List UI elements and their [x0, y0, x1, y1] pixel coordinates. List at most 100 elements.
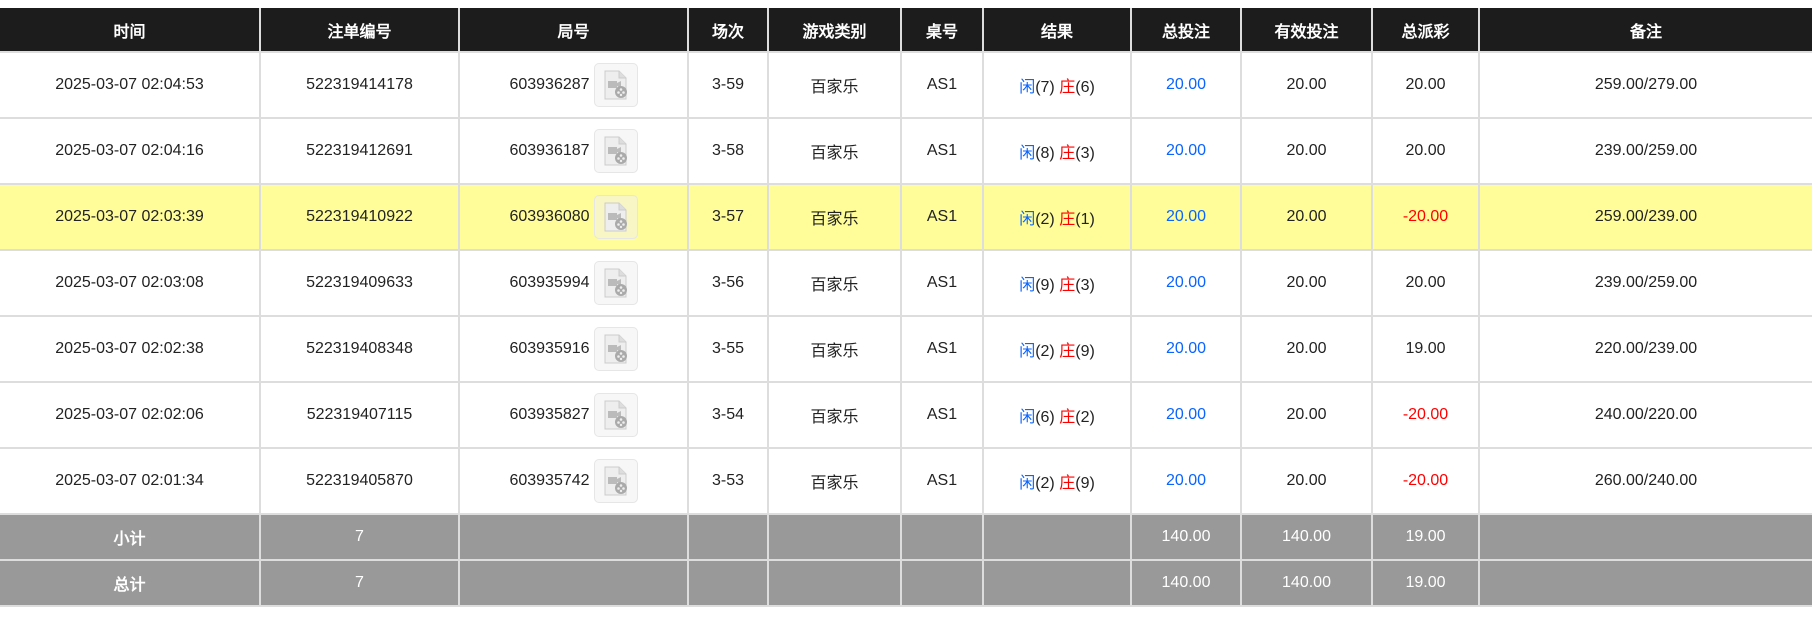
cell-bet-id: 522319407115: [259, 381, 460, 449]
cell-bet-id: 522319414178: [259, 51, 460, 119]
header-table-no[interactable]: 桌号: [900, 8, 984, 53]
round-number: 603935827: [509, 406, 590, 424]
cell-bet-id: 522319409633: [259, 249, 460, 317]
header-round[interactable]: 局号: [458, 8, 689, 53]
cell-shoe: 3-58: [687, 117, 769, 185]
cell-game-type: 百家乐: [767, 117, 902, 185]
round-number: 603935742: [509, 472, 590, 490]
table-row: 2025-03-07 02:02:38 522319408348 603935916…: [0, 315, 1812, 383]
cell-shoe: 3-57: [687, 183, 769, 251]
banker-score: (9): [1075, 343, 1095, 360]
footer-label: 小计: [0, 513, 261, 561]
cell-round: 603936287: [458, 51, 689, 119]
banker-label: 庄: [1059, 409, 1076, 426]
banker-score: (3): [1075, 277, 1095, 294]
player-score: (6): [1035, 409, 1055, 426]
cell-result: 闲(8) 庄(3): [982, 117, 1132, 185]
footer-note: [1478, 559, 1812, 607]
footer-payout: 19.00: [1371, 559, 1480, 607]
header-payout[interactable]: 总派彩: [1371, 8, 1480, 53]
cell-table-no: AS1: [900, 117, 984, 185]
cell-total-bet: 20.00: [1130, 117, 1242, 185]
bet-history-table: 时间 注单编号 局号 场次 游戏类别 桌号 结果 总投注 有效投注 总派彩 备注 2025-03-0…: [0, 8, 1812, 607]
banker-score: (1): [1075, 211, 1095, 228]
banker-label: 庄: [1059, 211, 1076, 228]
banker-label: 庄: [1059, 277, 1076, 294]
round-number: 603935916: [509, 340, 590, 358]
player-score: (2): [1035, 211, 1055, 228]
cell-note: 239.00/259.00: [1478, 117, 1812, 185]
player-label: 闲: [1019, 343, 1036, 360]
cell-table-no: AS1: [900, 447, 984, 515]
banker-score: (9): [1075, 475, 1095, 492]
cell-time: 2025-03-07 02:04:53: [0, 51, 261, 119]
cell-valid-bet: 20.00: [1240, 51, 1373, 119]
video-file-icon[interactable]: [593, 63, 638, 107]
round-number: 603936187: [509, 142, 590, 160]
cell-valid-bet: 20.00: [1240, 183, 1373, 251]
cell-payout: -20.00: [1371, 183, 1480, 251]
player-score: (2): [1035, 475, 1055, 492]
cell-round: 603935742: [458, 447, 689, 515]
cell-round: 603935916: [458, 315, 689, 383]
player-label: 闲: [1019, 211, 1036, 228]
header-result[interactable]: 结果: [982, 8, 1132, 53]
header-bet-id[interactable]: 注单编号: [259, 8, 460, 53]
cell-table-no: AS1: [900, 381, 984, 449]
cell-note: 239.00/259.00: [1478, 249, 1812, 317]
banker-label: 庄: [1059, 475, 1076, 492]
video-file-icon[interactable]: [593, 261, 638, 305]
player-label: 闲: [1019, 475, 1036, 492]
header-valid-bet[interactable]: 有效投注: [1240, 8, 1373, 53]
player-score: (2): [1035, 343, 1055, 360]
cell-payout: 20.00: [1371, 117, 1480, 185]
cell-round: 603936080: [458, 183, 689, 251]
cell-valid-bet: 20.00: [1240, 315, 1373, 383]
cell-time: 2025-03-07 02:01:34: [0, 447, 261, 515]
cell-game-type: 百家乐: [767, 183, 902, 251]
footer-payout: 19.00: [1371, 513, 1480, 561]
banker-score: (3): [1075, 145, 1095, 162]
video-file-icon[interactable]: [593, 459, 638, 503]
banker-score: (6): [1075, 79, 1095, 96]
cell-time: 2025-03-07 02:02:06: [0, 381, 261, 449]
video-file-icon[interactable]: [593, 195, 638, 239]
header-note[interactable]: 备注: [1478, 8, 1812, 53]
cell-round: 603935827: [458, 381, 689, 449]
header-shoe[interactable]: 场次: [687, 8, 769, 53]
player-label: 闲: [1019, 145, 1036, 162]
footer-total-bet: 140.00: [1130, 513, 1242, 561]
banker-label: 庄: [1059, 343, 1076, 360]
footer-empty: [767, 513, 902, 561]
footer-valid-bet: 140.00: [1240, 559, 1373, 607]
cell-table-no: AS1: [900, 183, 984, 251]
cell-valid-bet: 20.00: [1240, 249, 1373, 317]
cell-table-no: AS1: [900, 51, 984, 119]
cell-game-type: 百家乐: [767, 381, 902, 449]
footer-empty: [458, 559, 689, 607]
banker-score: (2): [1075, 409, 1095, 426]
cell-total-bet: 20.00: [1130, 447, 1242, 515]
cell-payout: 20.00: [1371, 51, 1480, 119]
footer-empty: [687, 513, 769, 561]
cell-valid-bet: 20.00: [1240, 117, 1373, 185]
footer-empty: [900, 513, 984, 561]
video-file-icon[interactable]: [593, 327, 638, 371]
cell-note: 240.00/220.00: [1478, 381, 1812, 449]
cell-result: 闲(6) 庄(2): [982, 381, 1132, 449]
footer-empty: [982, 513, 1132, 561]
header-time[interactable]: 时间: [0, 8, 261, 53]
banker-label: 庄: [1059, 79, 1076, 96]
video-file-icon[interactable]: [593, 393, 638, 437]
cell-bet-id: 522319408348: [259, 315, 460, 383]
header-total-bet[interactable]: 总投注: [1130, 8, 1242, 53]
cell-total-bet: 20.00: [1130, 249, 1242, 317]
cell-time: 2025-03-07 02:03:39: [0, 183, 261, 251]
header-game-type[interactable]: 游戏类别: [767, 8, 902, 53]
cell-shoe: 3-55: [687, 315, 769, 383]
cell-valid-bet: 20.00: [1240, 381, 1373, 449]
video-file-icon[interactable]: [593, 129, 638, 173]
subtotal-row: 小计 7 140.00 140.00 19.00: [0, 513, 1812, 561]
cell-total-bet: 20.00: [1130, 315, 1242, 383]
cell-bet-id: 522319412691: [259, 117, 460, 185]
